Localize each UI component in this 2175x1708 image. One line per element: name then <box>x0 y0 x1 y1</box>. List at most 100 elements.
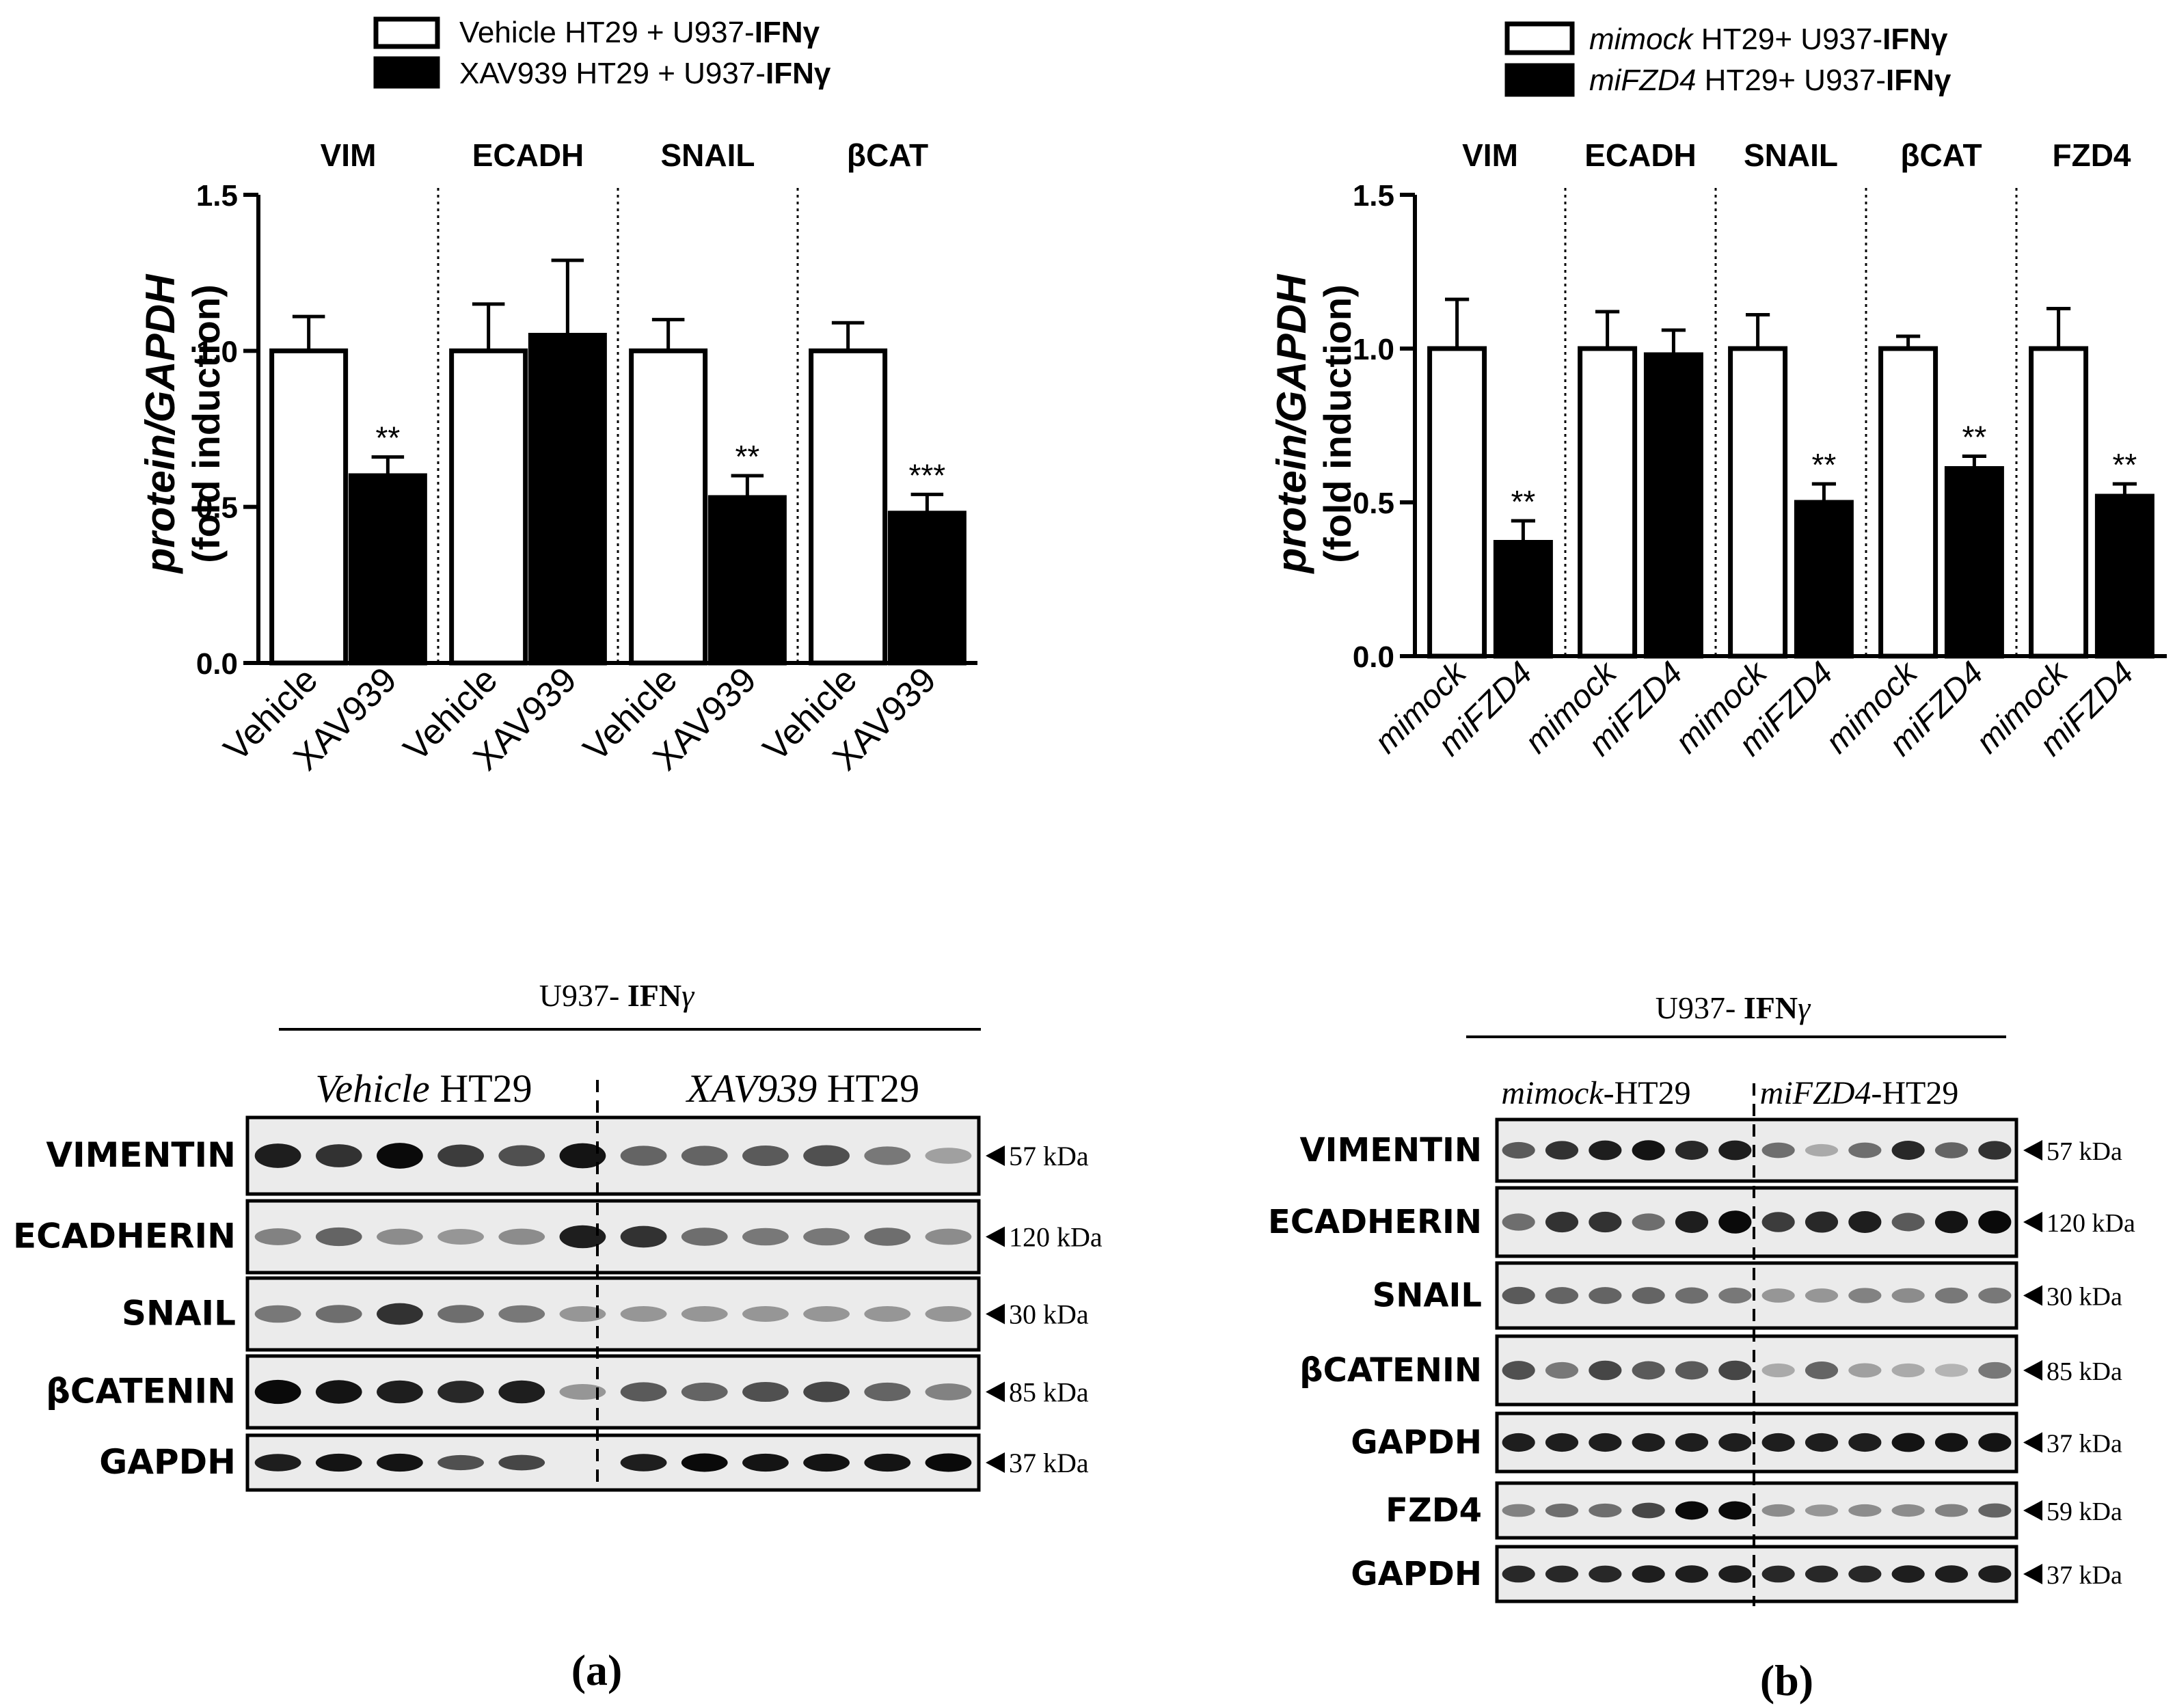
chart-a-y-tick-label: 0.5 <box>196 491 238 525</box>
blot-a-band <box>803 1381 850 1402</box>
blot-b-band <box>1675 1565 1709 1583</box>
blot-a-band <box>315 1227 362 1247</box>
blot-a-band <box>315 1453 362 1472</box>
chart-b-significance-label: ** <box>1511 484 1535 519</box>
blot-b-band <box>1848 1288 1882 1303</box>
blot-a-band <box>620 1454 667 1472</box>
caption-a: (a) <box>571 1646 623 1694</box>
chart-a-y-tick-label: 0.0 <box>196 647 238 681</box>
blot-b-group-mimock: mimock-HT29 <box>1501 1075 1690 1111</box>
chart-b-bar-snail-mifzd4 <box>1794 500 1854 659</box>
blot-b-band <box>1934 1364 1969 1377</box>
blot-a-group-vehicle: Vehicle HT29 <box>315 1066 532 1111</box>
blot-b-band <box>1675 1287 1709 1304</box>
blot-b-kda-label: 120 kDa <box>2046 1209 2135 1238</box>
legend-b-label-mifzd4: miFZD4 HT29+ U937-IFNγ <box>1589 64 1951 97</box>
blot-a-band <box>437 1454 484 1471</box>
blot-b-band <box>1632 1361 1665 1380</box>
blot-b-band <box>1545 1503 1579 1518</box>
blot-a-row-label: SNAIL <box>122 1294 236 1333</box>
blot-b-band <box>1718 1287 1752 1304</box>
blot-b-band <box>1848 1433 1882 1452</box>
blot-b-band <box>1502 1141 1535 1159</box>
blot-b-band <box>1761 1565 1795 1583</box>
blot-b-band <box>1805 1361 1839 1380</box>
chart-a-bar-vim-xav939 <box>348 473 427 666</box>
chart-a-group-label: ECADH <box>472 137 584 173</box>
blot-a-band <box>803 1453 850 1472</box>
blot-b-band <box>1934 1287 1969 1304</box>
blot-b-band <box>1761 1433 1795 1452</box>
blot-b-band <box>1761 1212 1795 1232</box>
blot-b-band <box>1502 1286 1535 1305</box>
blot-a-band <box>377 1453 423 1472</box>
blot-a-band <box>925 1148 972 1164</box>
plot-area-a: 0.00.51.01.5VIMVehicle**XAV939ECADHVehic… <box>196 137 977 778</box>
blot-b-band <box>1848 1211 1882 1233</box>
blot-b-band <box>1502 1504 1535 1517</box>
blot-a-band <box>498 1380 545 1404</box>
blot-b-band <box>1589 1565 1622 1583</box>
chart-b-group-label: VIM <box>1462 137 1518 173</box>
blot-a-band <box>254 1305 301 1323</box>
blot-b-band <box>1675 1501 1709 1520</box>
chart-a-group-label: VIM <box>321 137 377 173</box>
chart-a-bar-vim-vehicle <box>269 348 349 666</box>
blot-a-kda-arrow <box>986 1303 1005 1325</box>
blot-b-band <box>1761 1363 1795 1378</box>
blot-b-kda-label: 59 kDa <box>2046 1497 2122 1526</box>
caption-b: (b) <box>1760 1656 1813 1705</box>
blot-b-band <box>1545 1141 1579 1160</box>
blot-a-row-label: VIMENTIN <box>46 1135 236 1175</box>
chart-a: Vehicle HT29 + U937-IFNγ XAV939 HT29 + U… <box>137 16 977 778</box>
blot-b-group-mifzd4: miFZD4-HT29 <box>1760 1075 1959 1111</box>
blot-b-band <box>1502 1565 1535 1583</box>
blot-a-band <box>742 1228 789 1246</box>
blot-b-row-label: GAPDH <box>1351 1555 1482 1593</box>
blot-a-band <box>742 1381 789 1402</box>
chart-b: mimock HT29+ U937-IFNγ miFZD4 HT29+ U937… <box>1269 21 2167 763</box>
blot-a-band <box>315 1380 362 1404</box>
chart-b-bar-fzd4-mimock <box>2029 346 2089 659</box>
blot-a-band <box>254 1228 301 1245</box>
blot-b-band <box>1632 1287 1665 1304</box>
blot-b-band <box>1891 1363 1925 1378</box>
blot-b-band <box>1805 1288 1839 1303</box>
blot-a-kda-label: 30 kDa <box>1009 1299 1089 1330</box>
chart-b-bar-vim-mifzd4 <box>1493 540 1553 659</box>
blot-a-band <box>377 1380 423 1404</box>
chart-b-y-tick-label: 0.0 <box>1353 640 1394 674</box>
blot-a-kda-label: 37 kDa <box>1009 1448 1089 1478</box>
legend-b: mimock HT29+ U937-IFNγ miFZD4 HT29+ U937… <box>1504 21 1951 97</box>
blot-a-band <box>559 1306 606 1322</box>
chart-b-bar-βcat-mimock <box>1878 346 1938 659</box>
chart-b-bar-snail-mimock <box>1728 346 1788 659</box>
western-blot-b: U937- IFNγ mimock-HT29 miFZD4-HT29 VIMEN… <box>1268 990 2135 1606</box>
blot-b-row-label: βCATENIN <box>1299 1351 1482 1390</box>
blot-a-band <box>681 1146 728 1166</box>
blot-b-membrane <box>1495 1334 2018 1407</box>
chart-a-bar-βcat-vehicle <box>809 348 888 666</box>
chart-b-significance-label: ** <box>1811 447 1836 483</box>
blot-b-band <box>1978 1287 2012 1304</box>
blot-b-membrane <box>1495 1261 2018 1330</box>
blot-b-membrane <box>1495 1186 2018 1258</box>
blot-b-band <box>1934 1504 1969 1517</box>
blot-b-kda-label: 37 kDa <box>2046 1430 2122 1459</box>
y-axis-title-a-line2: (fold induction) <box>185 284 228 562</box>
blot-a-band <box>559 1143 606 1169</box>
blot-a-band <box>498 1228 545 1245</box>
blot-a-band <box>742 1453 789 1472</box>
chart-b-bar-ecadh-mimock <box>1578 346 1638 659</box>
chart-b-bar-fzd4-mifzd4 <box>2094 493 2154 659</box>
chart-b-bar-ecadh-mifzd4 <box>1643 352 1703 659</box>
blot-b-band <box>1978 1141 2012 1160</box>
blot-a-band <box>315 1305 362 1323</box>
legend-a-swatch-xav939 <box>373 56 440 89</box>
blot-b-band <box>1761 1504 1795 1517</box>
blot-a-band <box>864 1453 911 1472</box>
blot-a-band <box>620 1306 667 1322</box>
blot-a-kda-arrow <box>986 1146 1005 1166</box>
blot-b-band <box>1891 1288 1925 1303</box>
blot-b-band <box>1891 1212 1925 1232</box>
